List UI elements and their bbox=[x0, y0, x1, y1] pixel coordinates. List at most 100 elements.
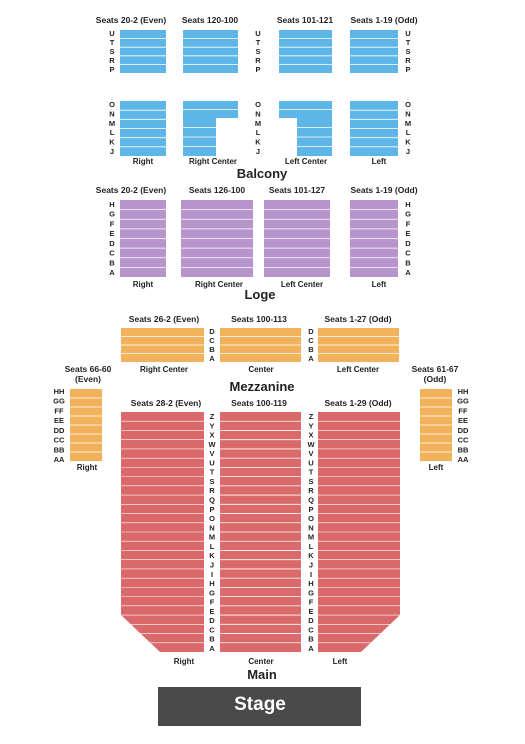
balcony-upper-right[interactable] bbox=[120, 30, 166, 73]
loge-header-right: Seats 20-2 (Even) bbox=[96, 185, 167, 195]
mezzanine-row-label-center-right-B: B bbox=[308, 345, 314, 354]
balcony-lower-row-label-right-O: O bbox=[405, 100, 411, 109]
balcony-row-label-center-P: P bbox=[255, 65, 260, 74]
mezzanine-box-right-row-label-FF: FF bbox=[54, 406, 64, 415]
main-row-label-center-right-I: I bbox=[310, 570, 312, 579]
mezzanine-box-right-row-label-HH: HH bbox=[54, 387, 65, 396]
loge-section-label-right: Right bbox=[133, 280, 154, 289]
mezzanine-box-right-row-label-CC: CC bbox=[54, 436, 65, 445]
loge-row-label-right-C: C bbox=[405, 249, 411, 258]
mezzanine-section-label-left-center: Left Center bbox=[337, 365, 379, 374]
main-row-label-center-left-I: I bbox=[211, 570, 213, 579]
loge-section-label-left-center: Left Center bbox=[281, 280, 323, 289]
main-row-label-center-left-X: X bbox=[209, 431, 214, 440]
balcony-row-label-center-U: U bbox=[255, 29, 260, 38]
balcony-upper-left-center-area[interactable] bbox=[279, 30, 332, 73]
mezzanine-box-left-row-label-CC: CC bbox=[458, 436, 469, 445]
main-row-label-center-right-U: U bbox=[308, 458, 313, 467]
balcony-header-right: Seats 20-2 (Even) bbox=[96, 15, 167, 25]
balcony-row-label-left-S: S bbox=[109, 47, 114, 56]
mezzanine-box-left-row-label-AA: AA bbox=[458, 455, 469, 464]
mezzanine-box-left-row-label-GG: GG bbox=[457, 397, 469, 406]
balcony-lower-row-label-center-N: N bbox=[255, 109, 260, 118]
level-label-mezzanine: Mezzanine bbox=[229, 379, 294, 394]
balcony-lower-row-label-left-N: N bbox=[109, 109, 114, 118]
balcony-upper-right-center[interactable] bbox=[183, 30, 238, 73]
loge-left[interactable] bbox=[350, 200, 398, 277]
main-row-label-center-right-S: S bbox=[308, 477, 313, 486]
loge-left-center[interactable] bbox=[264, 200, 330, 277]
loge-right-center[interactable] bbox=[181, 200, 253, 277]
balcony-lower-left-center[interactable] bbox=[279, 101, 332, 156]
main-header-left: Seats 1-29 (Odd) bbox=[324, 398, 391, 408]
main-row-label-center-right-V: V bbox=[308, 449, 313, 458]
main-row-label-center-right-K: K bbox=[308, 551, 314, 560]
balcony-lower-row-label-center-O: O bbox=[255, 100, 261, 109]
mezzanine-box-left-header: Seats 61-67 bbox=[412, 364, 459, 374]
balcony-upper-right-center-area[interactable] bbox=[183, 30, 238, 73]
main-row-label-center-right-J: J bbox=[309, 560, 313, 569]
mezzanine-right-center[interactable] bbox=[121, 328, 204, 362]
main-center[interactable] bbox=[220, 412, 301, 652]
balcony-lower-row-label-left-M: M bbox=[109, 119, 115, 128]
main-row-label-center-left-D: D bbox=[209, 616, 215, 625]
loge-right[interactable] bbox=[120, 200, 166, 277]
main-right[interactable] bbox=[121, 412, 204, 652]
main-row-label-center-right-E: E bbox=[308, 607, 313, 616]
mezzanine-box-right[interactable] bbox=[70, 389, 102, 461]
mezzanine-box-right-row-label-EE: EE bbox=[54, 416, 64, 425]
main-row-label-center-left-R: R bbox=[209, 486, 215, 495]
mezzanine-box-right-header-sub: (Even) bbox=[75, 374, 101, 384]
loge-row-label-right-F: F bbox=[406, 219, 411, 228]
balcony-lower-row-label-left-O: O bbox=[109, 100, 115, 109]
balcony-upper-left[interactable] bbox=[350, 30, 398, 73]
mezzanine-box-right-row-label-AA: AA bbox=[54, 455, 65, 464]
balcony-lower-right[interactable] bbox=[120, 101, 166, 156]
main-left[interactable] bbox=[318, 412, 400, 652]
mezzanine-row-label-center-right-A: A bbox=[308, 354, 314, 363]
loge-row-label-right-H: H bbox=[405, 200, 410, 209]
mezzanine-box-left-row-label-FF: FF bbox=[458, 406, 468, 415]
balcony-row-label-left-R: R bbox=[109, 56, 115, 65]
loge-row-label-right-E: E bbox=[405, 229, 410, 238]
seating-sections bbox=[70, 30, 452, 726]
mezzanine-center[interactable] bbox=[220, 328, 301, 362]
balcony-section-label-right: Right bbox=[133, 157, 154, 166]
main-row-label-center-left-T: T bbox=[210, 468, 215, 477]
seating-labels: Seats 20-2 (Even) Seats 120-100 Seats 101-… bbox=[53, 15, 469, 715]
mezzanine-box-right-row-label-BB: BB bbox=[54, 445, 65, 454]
main-row-label-center-right-Y: Y bbox=[308, 421, 313, 430]
main-row-label-center-right-F: F bbox=[309, 598, 314, 607]
main-row-label-center-right-W: W bbox=[307, 440, 315, 449]
mezzanine-left-center[interactable] bbox=[318, 328, 399, 362]
loge-row-label-right-B: B bbox=[405, 258, 411, 267]
main-row-label-center-right-D: D bbox=[308, 616, 314, 625]
balcony-lower-right-center[interactable] bbox=[183, 101, 238, 156]
mezzanine-row-label-center-right-D: D bbox=[308, 327, 314, 336]
balcony-upper-left-area[interactable] bbox=[350, 30, 398, 73]
main-row-label-center-right-P: P bbox=[308, 505, 313, 514]
balcony-row-label-left-U: U bbox=[109, 29, 114, 38]
loge-header-right-center: Seats 126-100 bbox=[189, 185, 246, 195]
main-row-label-center-left-F: F bbox=[210, 598, 215, 607]
main-row-label-center-right-Z: Z bbox=[309, 412, 314, 421]
loge-row-label-left-E: E bbox=[109, 229, 114, 238]
balcony-row-label-right-U: U bbox=[405, 29, 410, 38]
balcony-section-label-left-center: Left Center bbox=[285, 157, 327, 166]
balcony-lower-row-label-right-J: J bbox=[406, 147, 410, 156]
main-row-label-center-left-A: A bbox=[209, 644, 215, 653]
mezzanine-box-right-header: Seats 66-60 bbox=[65, 364, 112, 374]
balcony-row-label-center-R: R bbox=[255, 56, 261, 65]
balcony-lower-row-label-center-J: J bbox=[256, 147, 260, 156]
main-row-label-center-right-A: A bbox=[308, 644, 314, 653]
mezzanine-box-left[interactable] bbox=[420, 389, 452, 461]
balcony-row-label-right-T: T bbox=[406, 38, 411, 47]
balcony-upper-right-area[interactable] bbox=[120, 30, 166, 73]
balcony-row-label-center-T: T bbox=[256, 38, 261, 47]
mezzanine-section-label-center: Center bbox=[248, 365, 273, 374]
loge-section-label-left: Left bbox=[372, 280, 387, 289]
balcony-lower-left[interactable] bbox=[350, 101, 398, 156]
balcony-upper-left-center[interactable] bbox=[279, 30, 332, 73]
loge-section-label-right-center: Right Center bbox=[195, 280, 243, 289]
loge-row-label-left-F: F bbox=[110, 219, 115, 228]
